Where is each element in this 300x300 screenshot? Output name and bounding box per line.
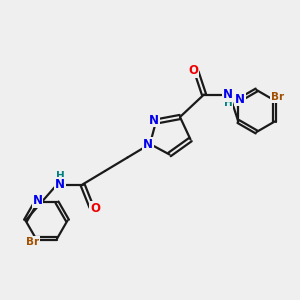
Text: Br: Br [26, 237, 40, 247]
Text: O: O [90, 202, 100, 215]
Text: N: N [142, 137, 153, 151]
Text: O: O [188, 64, 198, 77]
Text: N: N [223, 88, 233, 101]
Text: Br: Br [271, 92, 284, 102]
Text: N: N [235, 92, 245, 106]
Text: N: N [55, 178, 65, 191]
Text: N: N [148, 113, 159, 127]
Text: H: H [56, 171, 64, 181]
Text: N: N [32, 194, 43, 207]
Text: H: H [224, 98, 232, 109]
